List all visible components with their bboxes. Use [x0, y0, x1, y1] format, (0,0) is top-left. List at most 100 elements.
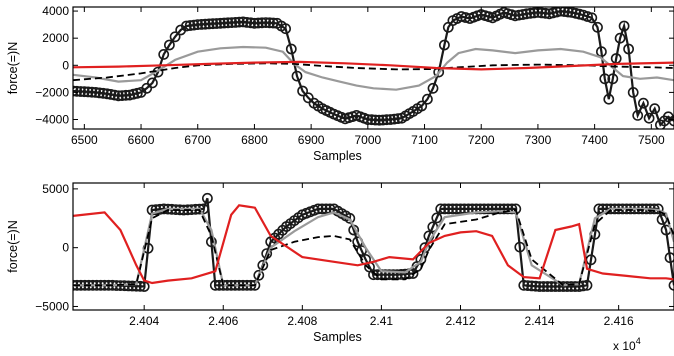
x-tick-label: 2.412 — [445, 314, 475, 328]
data-point — [482, 203, 494, 215]
data-point — [502, 203, 514, 215]
data-point — [291, 70, 303, 82]
data-point — [141, 82, 153, 94]
bottom-panel: 2.404 2.406 2.408 2.41 2.412 2.414 2.416 −5000 0… — [6, 182, 674, 353]
top-plot-area — [73, 7, 674, 129]
data-point — [97, 87, 109, 99]
data-point — [369, 114, 381, 126]
series-grey-line — [73, 45, 674, 91]
data-point — [94, 87, 105, 99]
series-circles — [73, 7, 674, 129]
data-point — [253, 269, 265, 281]
data-point — [366, 114, 377, 126]
data-point — [421, 93, 433, 105]
data-point — [561, 281, 573, 292]
data-point — [530, 280, 541, 292]
x-tick-label: 7500 — [638, 133, 665, 147]
data-point — [517, 9, 529, 20]
data-point — [209, 279, 221, 291]
data-point — [586, 12, 598, 24]
data-point — [623, 43, 634, 55]
x-tick-label: 6800 — [241, 133, 268, 147]
data-point — [169, 31, 181, 43]
bottom-y-axis-label: force(=)N — [6, 220, 20, 272]
data-point — [668, 279, 674, 291]
data-point — [82, 86, 94, 98]
data-point — [184, 20, 196, 31]
data-point — [439, 203, 451, 215]
series-grey-line — [73, 207, 674, 287]
data-point — [559, 7, 570, 17]
x-tick-label: 2.406 — [208, 314, 238, 328]
data-point — [540, 7, 551, 19]
data-point — [381, 114, 393, 126]
y-tick-label: 5000 — [42, 182, 69, 196]
data-point — [150, 204, 162, 216]
series-circles — [73, 192, 674, 292]
data-point — [455, 203, 466, 215]
data-point — [116, 90, 128, 101]
x-tick-label: 7400 — [581, 133, 608, 147]
data-point — [316, 203, 328, 215]
data-point — [302, 92, 314, 104]
data-point — [372, 269, 383, 281]
data-point — [521, 8, 532, 20]
data-point — [78, 86, 90, 98]
data-point — [90, 87, 102, 98]
data-point — [460, 12, 471, 23]
data-point — [526, 280, 538, 292]
data-point — [264, 17, 275, 29]
data-point — [163, 39, 175, 51]
data-point — [260, 17, 272, 28]
data-point — [416, 100, 428, 112]
data-point — [618, 20, 630, 32]
series-dashed-line — [73, 208, 674, 287]
x-tick-label: 7100 — [411, 133, 438, 147]
data-point — [188, 19, 200, 31]
data-point — [498, 203, 510, 215]
x-tick-label: 2.416 — [604, 314, 634, 328]
data-point — [203, 18, 215, 30]
bottom-axis-ticks: 2.404 2.406 2.408 2.41 2.412 2.414 2.416 −5000 0… — [35, 182, 674, 328]
data-point — [581, 279, 593, 291]
data-point — [73, 85, 83, 97]
data-point — [607, 73, 619, 85]
data-point — [222, 17, 234, 29]
data-point — [122, 280, 134, 292]
top-panel: 6500 6600 6700 6800 6900 7000 7100 7200 7300 7400… — [6, 4, 674, 163]
top-x-axis-label: Samples — [313, 149, 362, 163]
data-point — [451, 203, 462, 215]
data-point — [180, 20, 192, 32]
data-point — [256, 17, 268, 29]
data-point — [546, 281, 557, 292]
data-point — [388, 113, 400, 125]
series-red-line — [73, 204, 674, 285]
data-point — [438, 39, 450, 51]
data-point — [218, 17, 230, 29]
data-point — [312, 203, 324, 215]
data-point — [522, 280, 534, 291]
data-point — [478, 203, 490, 215]
data-point — [565, 281, 577, 292]
data-point — [230, 16, 241, 28]
bottom-axes-frame — [72, 182, 674, 311]
data-point — [214, 17, 226, 29]
data-point — [525, 7, 536, 19]
data-point — [105, 89, 117, 100]
data-point — [668, 115, 674, 127]
data-point — [427, 82, 439, 94]
bottom-x-axis-label: Samples — [313, 330, 362, 344]
data-point — [474, 203, 486, 215]
y-tick-label: −5000 — [35, 299, 69, 313]
data-point — [592, 21, 603, 33]
data-point — [632, 110, 644, 121]
data-point — [245, 17, 257, 29]
data-point — [109, 89, 120, 101]
data-point — [599, 73, 611, 85]
data-point — [518, 279, 530, 291]
data-point — [138, 281, 150, 292]
data-point — [638, 97, 649, 109]
data-point — [285, 43, 297, 55]
data-point — [550, 281, 561, 292]
